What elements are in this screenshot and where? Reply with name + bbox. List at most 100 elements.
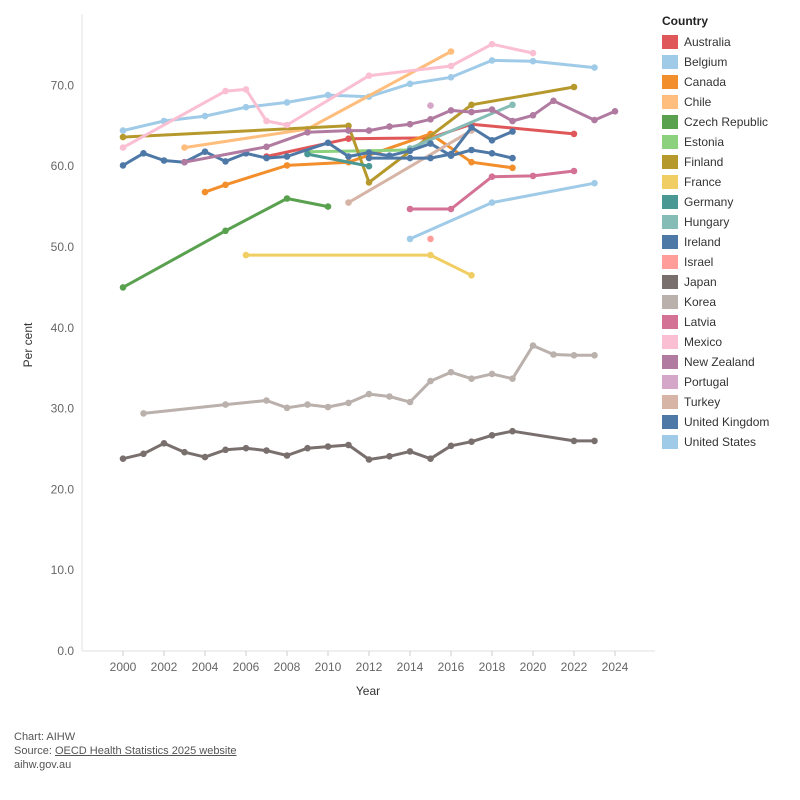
- series-line-japan[interactable]: [121, 429, 596, 461]
- data-point-korea[interactable]: [345, 399, 352, 407]
- legend-item-israel[interactable]: Israel: [662, 252, 792, 272]
- legend-item-korea[interactable]: Korea: [662, 292, 792, 312]
- data-point-korea[interactable]: [283, 404, 291, 412]
- data-point-canada[interactable]: [509, 164, 516, 172]
- data-point-mexico[interactable]: [529, 49, 537, 57]
- series-line-united-states[interactable]: [408, 181, 596, 241]
- data-point-mexico[interactable]: [119, 144, 127, 151]
- data-point-united-kingdom[interactable]: [509, 128, 516, 135]
- legend-item-australia[interactable]: Australia: [662, 32, 792, 52]
- data-point-japan[interactable]: [447, 442, 455, 450]
- data-point-ireland[interactable]: [283, 153, 291, 160]
- data-point-new-zealand[interactable]: [181, 158, 188, 166]
- data-point-new-zealand[interactable]: [345, 127, 352, 134]
- data-point-ireland[interactable]: [427, 140, 434, 147]
- data-point-united-states[interactable]: [591, 179, 598, 187]
- data-point-korea[interactable]: [386, 393, 393, 400]
- data-point-belgium[interactable]: [447, 74, 455, 81]
- data-point-chile[interactable]: [447, 48, 455, 55]
- data-point-ireland[interactable]: [222, 158, 229, 165]
- data-point-new-zealand[interactable]: [406, 120, 414, 128]
- data-point-belgium[interactable]: [119, 127, 127, 134]
- data-point-japan[interactable]: [345, 441, 352, 449]
- data-point-france[interactable]: [427, 251, 434, 259]
- data-point-japan[interactable]: [488, 432, 496, 439]
- data-point-belgium[interactable]: [201, 112, 209, 120]
- legend-item-turkey[interactable]: Turkey: [662, 392, 792, 412]
- series-line-new-zealand[interactable]: [183, 99, 617, 164]
- data-point-ireland[interactable]: [263, 154, 270, 162]
- data-point-japan[interactable]: [263, 447, 270, 454]
- data-point-latvia[interactable]: [406, 205, 414, 213]
- legend-item-france[interactable]: France: [662, 172, 792, 192]
- data-point-korea[interactable]: [365, 390, 373, 398]
- legend-item-portugal[interactable]: Portugal: [662, 372, 792, 392]
- data-point-japan[interactable]: [365, 456, 373, 463]
- data-point-belgium[interactable]: [242, 103, 250, 111]
- data-point-new-zealand[interactable]: [529, 112, 537, 119]
- data-point-czech-republic[interactable]: [119, 284, 127, 291]
- data-point-new-zealand[interactable]: [488, 106, 496, 113]
- data-point-korea[interactable]: [591, 352, 598, 359]
- data-point-canada[interactable]: [468, 158, 475, 166]
- data-point-portugal[interactable]: [427, 102, 434, 109]
- legend-item-mexico[interactable]: Mexico: [662, 332, 792, 352]
- data-point-ireland[interactable]: [406, 147, 414, 155]
- data-point-korea[interactable]: [427, 377, 434, 385]
- data-point-germany[interactable]: [365, 162, 373, 170]
- data-point-japan[interactable]: [570, 437, 578, 445]
- series-line-france[interactable]: [244, 253, 473, 277]
- data-point-korea[interactable]: [406, 398, 414, 406]
- data-point-united-states[interactable]: [406, 235, 414, 243]
- legend-item-ireland[interactable]: Ireland: [662, 232, 792, 252]
- data-point-finland[interactable]: [345, 122, 352, 130]
- data-point-czech-republic[interactable]: [324, 203, 332, 210]
- data-point-japan[interactable]: [468, 438, 475, 446]
- data-point-latvia[interactable]: [488, 173, 496, 180]
- data-point-israel[interactable]: [427, 235, 434, 243]
- data-point-new-zealand[interactable]: [611, 108, 619, 115]
- data-point-japan[interactable]: [283, 452, 291, 459]
- legend-item-new-zealand[interactable]: New Zealand: [662, 352, 792, 372]
- data-point-japan[interactable]: [119, 455, 127, 463]
- data-point-finland[interactable]: [570, 83, 578, 91]
- data-point-ireland[interactable]: [365, 149, 373, 156]
- data-point-japan[interactable]: [201, 453, 209, 461]
- data-point-united-states[interactable]: [488, 199, 496, 206]
- data-point-new-zealand[interactable]: [365, 127, 373, 134]
- data-point-mexico[interactable]: [242, 86, 250, 93]
- legend-item-estonia[interactable]: Estonia: [662, 132, 792, 152]
- legend-item-finland[interactable]: Finland: [662, 152, 792, 172]
- data-point-mexico[interactable]: [488, 40, 496, 48]
- data-point-latvia[interactable]: [570, 167, 578, 175]
- legend-item-hungary[interactable]: Hungary: [662, 212, 792, 232]
- data-point-hungary[interactable]: [509, 101, 516, 109]
- data-point-korea[interactable]: [447, 368, 455, 376]
- legend-item-united-states[interactable]: United States: [662, 432, 792, 452]
- data-point-new-zealand[interactable]: [550, 97, 557, 105]
- data-point-new-zealand[interactable]: [509, 117, 516, 125]
- data-point-ireland[interactable]: [119, 162, 127, 169]
- legend-item-japan[interactable]: Japan: [662, 272, 792, 292]
- data-point-new-zealand[interactable]: [468, 108, 475, 116]
- legend-item-germany[interactable]: Germany: [662, 192, 792, 212]
- data-point-korea[interactable]: [222, 401, 229, 408]
- data-point-japan[interactable]: [591, 437, 598, 445]
- legend-item-united-kingdom[interactable]: United Kingdom: [662, 412, 792, 432]
- legend-item-belgium[interactable]: Belgium: [662, 52, 792, 72]
- data-point-united-kingdom[interactable]: [406, 154, 414, 162]
- data-point-belgium[interactable]: [406, 80, 414, 88]
- data-point-korea[interactable]: [550, 351, 557, 358]
- data-point-australia[interactable]: [345, 135, 352, 142]
- data-point-mexico[interactable]: [263, 117, 270, 125]
- series-line-korea[interactable]: [142, 344, 596, 415]
- series-line-germany[interactable]: [306, 152, 371, 168]
- data-point-mexico[interactable]: [447, 62, 455, 70]
- data-point-belgium[interactable]: [591, 64, 598, 71]
- data-point-czech-republic[interactable]: [222, 227, 229, 235]
- data-point-finland[interactable]: [365, 179, 373, 186]
- data-point-latvia[interactable]: [447, 205, 455, 213]
- series-line-czech-republic[interactable]: [121, 197, 330, 289]
- data-point-united-kingdom[interactable]: [365, 154, 373, 162]
- data-point-korea[interactable]: [468, 375, 475, 383]
